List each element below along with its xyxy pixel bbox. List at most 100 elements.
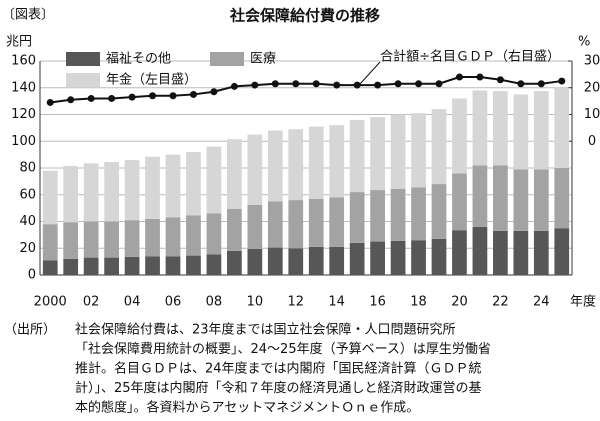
bar xyxy=(390,188,406,241)
bar xyxy=(63,258,79,275)
x-tick-label: 20 xyxy=(451,295,468,310)
point xyxy=(415,80,423,88)
point xyxy=(333,81,341,89)
bar xyxy=(247,204,263,249)
source-line: 推計。名目ＧＤＰは、24年度までは内閣府「国民経済計算（ＧＤＰ統 xyxy=(75,361,482,377)
point xyxy=(169,92,177,100)
bar xyxy=(145,256,160,275)
x-tick-label: 18 xyxy=(410,295,427,310)
bar xyxy=(227,208,242,251)
point xyxy=(558,77,566,85)
bar xyxy=(165,256,181,275)
legend-label: 医療 xyxy=(250,52,276,67)
x-tick-label: 2000 xyxy=(34,295,67,310)
bar xyxy=(186,151,201,216)
x-tick-label: 14 xyxy=(328,295,345,310)
bar xyxy=(554,228,570,275)
bar xyxy=(83,257,99,275)
bar xyxy=(533,169,549,231)
bar xyxy=(63,222,79,259)
point xyxy=(251,81,259,89)
bar xyxy=(472,90,488,166)
figure-label: 〔図表〕 xyxy=(2,8,54,23)
bar xyxy=(308,126,324,199)
point xyxy=(394,80,402,88)
bar xyxy=(145,218,160,257)
x-label: 年度 xyxy=(570,294,596,310)
bar xyxy=(472,165,488,227)
bar xyxy=(267,201,283,248)
bar xyxy=(206,213,222,255)
point xyxy=(149,92,157,100)
x-tick-label: 22 xyxy=(492,295,509,310)
y2-unit: % xyxy=(578,35,590,50)
bar xyxy=(370,190,385,242)
bar xyxy=(186,215,201,256)
point xyxy=(271,80,279,88)
y-tick-label: 120 xyxy=(11,107,36,122)
bar xyxy=(370,117,385,191)
bar xyxy=(145,156,160,219)
y2-tick-label: 0 xyxy=(588,134,596,149)
y-tick-label: 160 xyxy=(11,54,36,69)
source-line: 本的態度」。各資料からアセットマネジメントＯｎｅ作成。 xyxy=(75,400,419,416)
bar xyxy=(452,98,467,174)
point xyxy=(230,82,238,90)
bar xyxy=(493,230,508,275)
point xyxy=(210,88,218,96)
bar xyxy=(329,246,345,275)
x-tick-label: 16 xyxy=(369,295,386,310)
bar xyxy=(472,226,488,275)
legend-swatch xyxy=(210,52,244,66)
point xyxy=(292,80,300,88)
bar xyxy=(513,94,529,170)
point xyxy=(496,76,504,84)
bar xyxy=(431,109,447,185)
source-line: 社会保障給付費は、23年度までは国立社会保障・人口問題研究所 xyxy=(75,322,456,338)
bar xyxy=(165,217,181,257)
x-tick-label: 04 xyxy=(124,295,141,310)
legend-label: 福祉その他 xyxy=(106,52,171,67)
point xyxy=(374,81,382,89)
bar xyxy=(431,238,447,275)
bar xyxy=(411,240,426,275)
bar xyxy=(247,248,263,275)
bar xyxy=(349,119,365,193)
bar xyxy=(493,165,508,231)
source-label: （出所） xyxy=(4,323,56,338)
bar xyxy=(124,220,140,257)
point xyxy=(67,96,75,104)
point xyxy=(87,94,95,102)
legend-label: 年金（左目盛） xyxy=(106,72,197,88)
bar xyxy=(267,247,283,275)
bar xyxy=(83,163,99,222)
y-tick-label: 40 xyxy=(19,214,36,229)
point xyxy=(128,93,136,101)
bar xyxy=(42,224,58,261)
bar xyxy=(83,221,99,258)
bar xyxy=(186,255,201,275)
bar xyxy=(554,87,570,168)
y2-tick-label: 30 xyxy=(584,54,600,69)
source-line: 「社会保障費用統計の概要」、24～25年度（予算ベース）は厚生労働省 xyxy=(75,341,491,357)
point xyxy=(476,73,484,81)
legend-label: 合計額÷名目ＧＤＰ（右目盛） xyxy=(380,49,560,65)
bar xyxy=(452,173,467,231)
bar xyxy=(288,200,304,249)
x-tick-label: 12 xyxy=(287,295,304,310)
point xyxy=(108,94,116,102)
y2-tick-label: 10 xyxy=(584,107,600,122)
bar xyxy=(247,134,263,205)
bar xyxy=(288,248,304,275)
point xyxy=(189,90,197,98)
point xyxy=(435,80,443,88)
bar xyxy=(349,192,365,243)
point xyxy=(312,80,320,88)
bar xyxy=(288,129,304,201)
y-tick-label: 80 xyxy=(19,161,36,176)
bar xyxy=(206,146,222,214)
bar xyxy=(308,198,324,247)
point xyxy=(46,98,54,106)
bar xyxy=(104,221,119,258)
